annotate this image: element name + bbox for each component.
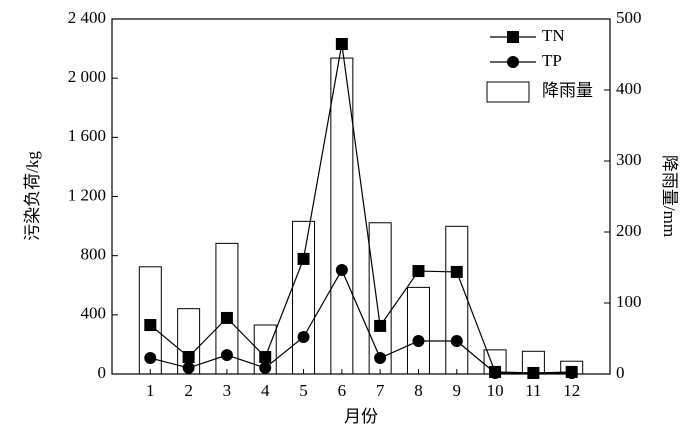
x-tick-label: 5	[299, 381, 308, 400]
y-axis-label: 污染负荷/kg	[23, 151, 42, 241]
bar	[292, 220, 316, 375]
marker-square	[335, 37, 348, 50]
marker-square	[412, 265, 425, 278]
series-line	[150, 268, 572, 374]
marker-circle	[450, 335, 463, 348]
marker-circle	[565, 366, 578, 379]
x-tick-label: 9	[453, 381, 462, 400]
y-tick-label: 1 600	[68, 126, 106, 145]
x-tick-label: 1	[146, 381, 155, 400]
legend-marker	[507, 56, 519, 68]
bar	[368, 222, 392, 375]
marker-circle	[297, 331, 310, 344]
legend-label: TP	[542, 51, 562, 70]
marker-square	[297, 252, 310, 265]
y2-tick-label: 0	[616, 363, 625, 382]
x-tick-label: 10	[487, 381, 504, 400]
legend-swatch	[486, 81, 530, 103]
x-tick-label: 6	[338, 381, 347, 400]
y2-tick-label: 300	[616, 150, 642, 169]
series-line	[149, 43, 572, 374]
legend-marker	[507, 31, 519, 43]
marker-square	[182, 350, 195, 363]
y-tick-label: 2 000	[68, 67, 106, 86]
marker-square	[450, 265, 463, 278]
x-tick-label: 7	[376, 381, 385, 400]
legend-label: 降雨量	[542, 81, 593, 100]
x-tick-label: 4	[261, 381, 270, 400]
legend-label: TN	[542, 26, 565, 45]
x-tick-label: 3	[223, 381, 232, 400]
marker-square	[220, 311, 233, 324]
marker-circle	[412, 335, 425, 348]
marker-circle	[489, 366, 502, 379]
marker-circle	[144, 352, 157, 365]
y2-tick-label: 200	[616, 221, 642, 240]
marker-circle	[182, 361, 195, 374]
y2-axis-label: 降雨量/mm	[660, 155, 679, 237]
bar	[445, 225, 469, 375]
y-tick-label: 400	[81, 304, 107, 323]
x-tick-label: 8	[414, 381, 423, 400]
marker-circle	[335, 264, 348, 277]
bar	[330, 57, 354, 375]
y2-tick-label: 100	[616, 292, 642, 311]
y-tick-label: 2 400	[68, 8, 106, 27]
bar	[406, 286, 430, 375]
y-tick-label: 0	[98, 363, 107, 382]
marker-circle	[374, 352, 387, 365]
y2-tick-label: 400	[616, 79, 642, 98]
x-tick-label: 12	[563, 381, 580, 400]
y2-tick-label: 500	[616, 8, 642, 27]
marker-circle	[259, 361, 272, 374]
x-axis-label: 月份	[344, 407, 378, 426]
marker-circle	[220, 349, 233, 362]
marker-circle	[527, 366, 540, 379]
marker-square	[144, 319, 157, 332]
marker-square	[259, 350, 272, 363]
y-tick-label: 800	[81, 245, 107, 264]
y-tick-label: 1 200	[68, 185, 106, 204]
marker-square	[374, 319, 387, 332]
x-tick-label: 2	[184, 381, 193, 400]
x-tick-label: 11	[525, 381, 541, 400]
